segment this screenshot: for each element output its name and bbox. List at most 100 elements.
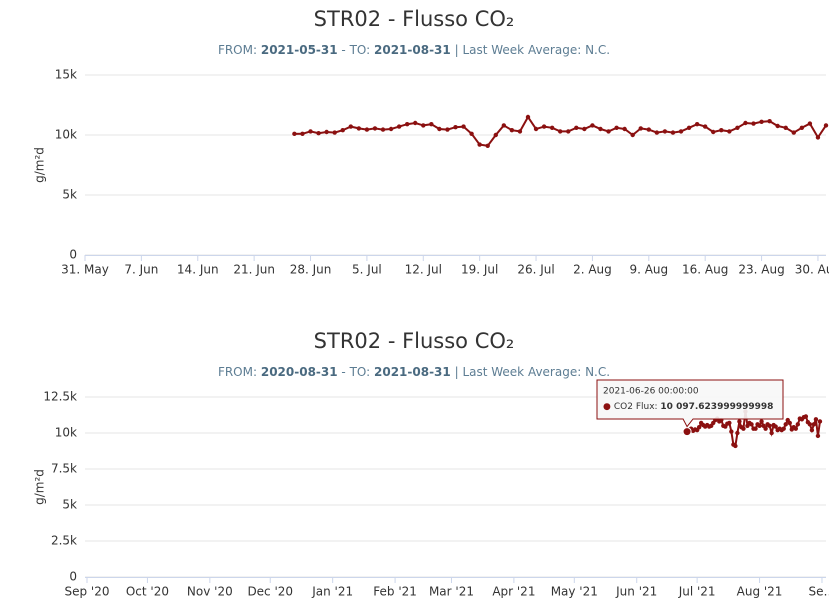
- data-point: [300, 131, 305, 136]
- x-tick-label: Feb '21: [373, 585, 417, 599]
- x-tick-label: Nov '20: [187, 585, 233, 599]
- data-point: [324, 129, 329, 135]
- data-point: [719, 128, 724, 133]
- data-point: [686, 125, 692, 130]
- data-point: [809, 427, 815, 433]
- data-point: [638, 126, 643, 131]
- data-point: [823, 123, 829, 128]
- x-tick-label: Se…: [808, 585, 829, 599]
- tooltip: 2021-06-26 00:00:00 ● CO2 Flux: 10 097.623…: [596, 379, 784, 437]
- tooltip-value: 10 097.623999999998: [660, 402, 773, 412]
- data-point: [566, 129, 571, 134]
- x-tick-label: 9. Aug: [629, 263, 668, 277]
- x-tick-label: 21. Jun: [233, 263, 275, 277]
- hover-point: [682, 427, 692, 437]
- data-point: [388, 126, 394, 132]
- x-tick-label: Mar '21: [429, 585, 474, 599]
- data-point: [590, 123, 595, 128]
- data-point: [817, 419, 823, 424]
- data-point: [558, 129, 563, 134]
- subtitle-part: - TO:: [338, 365, 374, 379]
- data-point: [759, 119, 764, 125]
- y-tick-label: 5k: [62, 188, 77, 202]
- y-axis-label: g/m²d: [33, 469, 47, 505]
- subtitle-part: 2021-05-31: [261, 43, 338, 57]
- data-point: [769, 430, 774, 436]
- x-tick-label: 2. Aug: [573, 263, 612, 277]
- data-point: [646, 127, 652, 132]
- x-tick-label: 5. Jul: [352, 263, 382, 277]
- data-point: [372, 126, 378, 131]
- data-point: [678, 129, 684, 134]
- y-tick-label: 7.5k: [51, 462, 77, 476]
- x-tick-label: 14. Jun: [177, 263, 219, 277]
- data-point: [743, 120, 748, 126]
- data-point: [429, 122, 434, 127]
- data-point: [356, 126, 362, 131]
- subtitle-part: 2021-08-31: [374, 365, 451, 379]
- tooltip-label: CO2 Flux:: [614, 402, 661, 412]
- data-point: [799, 125, 805, 130]
- data-point: [781, 426, 786, 431]
- data-point: [485, 143, 490, 148]
- data-point: [396, 124, 402, 129]
- x-tick-label: Oct '20: [126, 585, 169, 599]
- data-point: [332, 130, 337, 135]
- subtitle-part: FROM:: [218, 43, 261, 57]
- data-point: [549, 125, 555, 130]
- data-point: [437, 126, 442, 132]
- data-point: [493, 132, 498, 138]
- y-tick-label: 10k: [55, 426, 77, 440]
- data-point: [735, 430, 740, 436]
- data-point: [292, 131, 297, 137]
- y-tick-label: 10k: [55, 128, 77, 142]
- data-point: [793, 426, 798, 431]
- chart-subtitle: FROM: 2020-08-31 - TO: 2021-08-31 | Last…: [218, 365, 610, 379]
- data-point: [813, 417, 819, 422]
- data-point: [727, 420, 732, 426]
- x-tick-label: Jun '21: [615, 585, 657, 599]
- data-point: [662, 129, 668, 134]
- data-point: [582, 126, 587, 132]
- data-point: [413, 120, 418, 126]
- x-tick-label: 26. Jul: [517, 263, 554, 277]
- subtitle-part: - TO:: [338, 43, 374, 57]
- data-point: [517, 129, 523, 134]
- data-point: [775, 123, 780, 129]
- data-point: [729, 429, 734, 434]
- chart-title: STR02 - Flusso CO₂: [314, 7, 515, 31]
- data-point: [773, 424, 778, 429]
- data-point: [753, 426, 758, 431]
- data-point: [453, 125, 458, 130]
- data-point: [795, 422, 801, 427]
- data-point: [711, 129, 716, 135]
- data-point: [308, 129, 313, 134]
- data-point: [815, 433, 821, 439]
- x-tick-label: Sep '20: [65, 585, 110, 599]
- data-point: [696, 425, 702, 430]
- data-point: [670, 130, 676, 135]
- data-point: [421, 123, 426, 128]
- data-point: [654, 130, 660, 135]
- data-point: [501, 123, 507, 128]
- y-tick-label: 5k: [62, 498, 77, 512]
- x-tick-label: 12. Jul: [405, 263, 442, 277]
- subtitle-part: | Last Week Average: N.C.: [451, 365, 610, 379]
- y-tick-label: 0: [69, 570, 77, 584]
- data-point: [630, 132, 635, 138]
- chart: STR02 - Flusso CO₂ FROM: 2021-05-31 - TO:…: [33, 7, 829, 277]
- data-point: [737, 419, 742, 424]
- tooltip-line: ● CO2 Flux: 10 097.623999999998: [603, 402, 773, 412]
- tooltip-box: [596, 379, 784, 428]
- data-point: [767, 423, 772, 428]
- data-point: [533, 126, 539, 132]
- data-point: [404, 122, 410, 127]
- y-tick-label: 0: [69, 248, 77, 262]
- data-point: [811, 422, 817, 427]
- data-point: [749, 422, 754, 427]
- data-point: [763, 426, 768, 431]
- chart-title: STR02 - Flusso CO₂: [314, 329, 515, 353]
- chart: STR02 - Flusso CO₂ FROM: 2020-08-31 - TO:…: [33, 329, 829, 599]
- data-point: [380, 127, 386, 132]
